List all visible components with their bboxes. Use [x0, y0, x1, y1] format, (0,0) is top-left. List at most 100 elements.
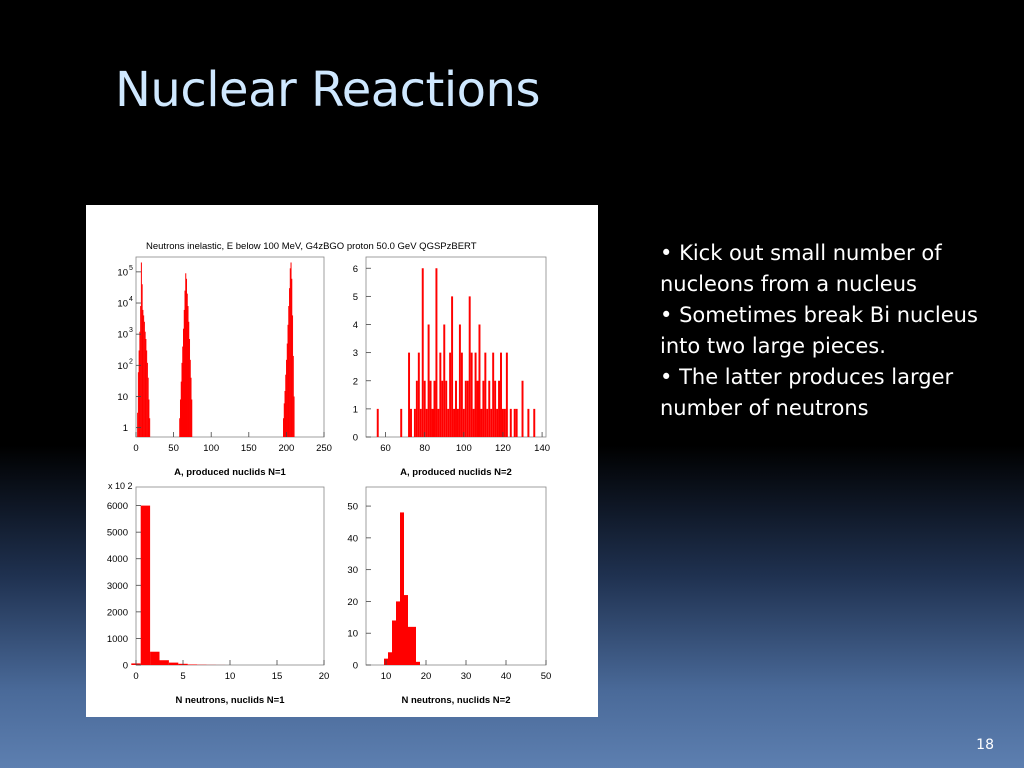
- histogram-bar: [183, 328, 184, 437]
- histogram-bar: [183, 309, 185, 437]
- histogram-bar: [494, 380, 497, 437]
- y-tick-label: 1: [353, 404, 358, 415]
- y-tick-label: 10: [117, 392, 128, 403]
- y-tick-label: 30: [347, 565, 358, 576]
- x-tick-label: 100: [203, 443, 219, 454]
- y-tick-label: 10: [347, 629, 358, 640]
- histogram-bar: [431, 408, 434, 437]
- histogram-bar: [480, 408, 483, 437]
- x-tick-label: 50: [168, 443, 179, 454]
- histogram-bar: [412, 626, 416, 665]
- bullet-item: Sometimes break Bi nucleus into two larg…: [660, 300, 1000, 362]
- histogram-bar: [288, 306, 290, 437]
- histogram-bar: [143, 315, 145, 437]
- histogram-bar: [425, 408, 428, 437]
- histogram-bar: [396, 601, 400, 665]
- figure-header: Neutrons inelastic, E below 100 MeV, G4z…: [146, 241, 477, 252]
- histogram-bar: [146, 362, 148, 437]
- histogram-bar: [417, 352, 420, 437]
- histogram-bar: [145, 338, 147, 437]
- x-tick-label: 0: [133, 671, 138, 682]
- histogram-bar: [143, 321, 145, 437]
- histogram-bar: [474, 352, 477, 437]
- x-tick-label: 20: [421, 671, 432, 682]
- histogram-bar: [186, 278, 188, 437]
- histogram-bar: [509, 408, 512, 437]
- histogram-bar: [190, 377, 192, 437]
- histogram-bar: [478, 324, 481, 437]
- bullet-item: Kick out small number of nucleons from a…: [660, 238, 1000, 300]
- histogram-figure-svg: Neutrons inelastic, E below 100 MeV, G4z…: [107, 241, 552, 706]
- histogram-bar: [146, 350, 148, 437]
- histogram-bar: [458, 324, 461, 437]
- y-tick-label: 3000: [107, 581, 128, 592]
- y-tick-label: 10: [117, 361, 128, 372]
- histogram-bar: [470, 352, 473, 437]
- histogram-bar: [179, 399, 181, 437]
- histogram-bar: [286, 343, 288, 437]
- histogram-bar: [191, 399, 193, 437]
- y-tick-label: 6000: [107, 501, 128, 512]
- slide-title: Nuclear Reactions: [115, 62, 540, 118]
- x-tick-label: 40: [501, 671, 512, 682]
- x-axis-label: A, produced nuclids N=2: [400, 467, 512, 478]
- histogram-bar: [413, 408, 416, 437]
- histogram-bar: [186, 293, 188, 437]
- x-axis-label: A, produced nuclids N=1: [174, 467, 286, 478]
- histogram-bar: [415, 380, 418, 437]
- histogram-bar: [429, 380, 432, 437]
- y-tick-label: 2: [353, 376, 358, 387]
- x-tick-label: 0: [133, 443, 138, 454]
- histogram-bar: [283, 403, 285, 437]
- histogram-bar: [505, 352, 508, 437]
- page-number: 18: [976, 737, 994, 753]
- histogram-bar: [150, 651, 160, 665]
- histogram-bar: [462, 408, 465, 437]
- x-tick-label: 50: [541, 671, 552, 682]
- y-tick-label: 5000: [107, 528, 128, 539]
- bullet-item: The latter produces larger number of neu…: [660, 362, 1000, 424]
- x-tick-label: 30: [461, 671, 472, 682]
- x-tick-label: 120: [495, 443, 511, 454]
- histogram-bar: [287, 324, 289, 437]
- x-tick-label: 80: [419, 443, 430, 454]
- histogram-bar: [188, 321, 190, 437]
- histogram-bar: [427, 324, 430, 437]
- x-tick-label: 20: [319, 671, 330, 682]
- histogram-bar: [286, 359, 288, 437]
- histogram-bar: [187, 664, 198, 665]
- x-tick-label: 250: [316, 443, 332, 454]
- y-tick-label: 4000: [107, 554, 128, 565]
- histogram-bar: [439, 352, 442, 437]
- y-multiplier-label: x 10 2: [108, 481, 133, 491]
- x-tick-label: 100: [456, 443, 472, 454]
- histogram-bar: [527, 408, 530, 437]
- histogram-bar: [144, 331, 146, 437]
- histogram-bar: [416, 661, 420, 665]
- histogram-bar: [180, 381, 182, 437]
- histogram-bar: [408, 352, 411, 437]
- histogram-bar: [408, 626, 412, 665]
- y-tick-label: 3: [353, 348, 358, 359]
- histogram-bar: [182, 346, 184, 437]
- histogram-bar: [289, 288, 291, 437]
- histogram-bar: [179, 418, 181, 437]
- histogram-bar: [515, 408, 518, 437]
- histogram-bar: [451, 296, 454, 437]
- histogram-bar: [468, 296, 471, 437]
- x-tick-label: 200: [278, 443, 294, 454]
- histogram-bar: [285, 374, 287, 437]
- histogram-bar: [449, 352, 452, 437]
- histogram-figure: Neutrons inelastic, E below 100 MeV, G4z…: [86, 205, 598, 717]
- histogram-bar: [292, 355, 294, 437]
- histogram-bar: [466, 380, 469, 437]
- x-tick-label: 10: [381, 671, 392, 682]
- y-tick-label: 4: [353, 320, 358, 331]
- histogram-bar: [423, 380, 426, 437]
- x-tick-label: 10: [225, 671, 236, 682]
- y-tick-label: 1000: [107, 634, 128, 645]
- histogram-bar: [456, 408, 459, 437]
- y-tick-label: 2000: [107, 607, 128, 618]
- y-tick-label: 0: [123, 661, 128, 672]
- histogram-bar: [500, 352, 502, 437]
